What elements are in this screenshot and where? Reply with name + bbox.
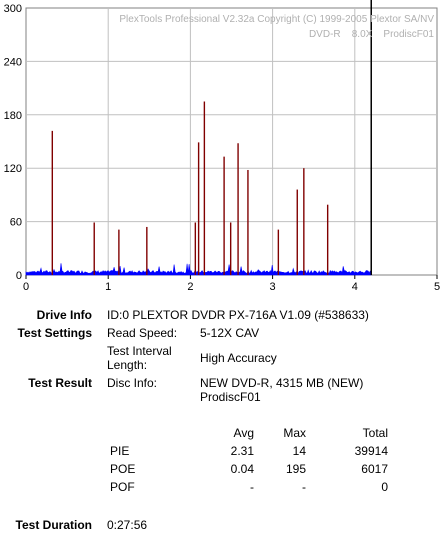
disc-info-key: Disc Info: [107,376,158,390]
stats-row-max: 195 [285,462,306,476]
stats-row-total: 0 [381,480,388,494]
y-tick-label: 300 [4,3,22,15]
read-speed-key: Read Speed: [107,326,178,340]
stats-row-avg: 2.31 [230,444,254,458]
test-interval-value: High Accuracy [200,351,277,365]
drive-info-value: ID:0 PLEXTOR DVDR PX-716A V1.09 (#538633… [107,308,369,322]
stats-header-total: Total [362,426,388,440]
test-interval-key-line1: Test Interval [107,344,172,358]
stats-row-name: PIE [110,444,130,458]
y-tick-label: 120 [4,163,22,175]
test-duration-value: 0:27:56 [107,518,148,532]
plot-background [25,7,438,276]
test-result-label: Test Result [28,376,92,390]
x-tick-label: 4 [352,281,358,293]
y-tick-label: 60 [10,217,22,229]
x-tick-label: 5 [434,281,440,293]
stats-row-avg: 0.04 [230,462,254,476]
disc-info-value-line2: ProdiscF01 [200,390,261,404]
error-chart: 0 60 120 180 240 300 0 1 2 3 4 5 PlexTools Profess… [4,0,440,293]
x-tick-label: 0 [23,281,29,293]
test-duration-label: Test Duration [15,518,92,532]
stats-row-total: 39914 [354,444,388,458]
y-axis-labels: 0 60 120 180 240 300 [4,3,22,282]
stats-header-max: Max [283,426,306,440]
disc-info-value-line1: NEW DVD-R, 4315 MB (NEW) [200,376,364,390]
x-tick-label: 3 [270,281,276,293]
watermark-line-1: PlexTools Professional V2.32a Copyright … [119,14,434,25]
stats-row-total: 6017 [361,462,388,476]
drive-info-label: Drive Info [36,308,92,322]
po-series [51,101,329,275]
x-axis-labels: 0 1 2 3 4 5 [23,281,440,293]
watermark-line-2: DVD-R 8.0X ProdiscF01 [309,29,434,40]
x-tick-label: 2 [187,281,193,293]
stats-row-max: - [302,480,306,494]
test-settings-label: Test Settings [17,326,92,340]
y-tick-label: 240 [4,56,22,68]
stats-row-avg: - [250,480,254,494]
stats-row-name: POE [110,462,136,476]
y-tick-label: 0 [16,270,22,282]
grid-lines [25,8,438,279]
stats-header-avg: Avg [233,426,254,440]
x-tick-label: 1 [105,281,111,293]
read-speed-value: 5-12X CAV [200,326,260,340]
stats-row-name: POF [110,480,135,494]
test-interval-key-line2: Length: [107,358,148,372]
stats-row-max: 14 [292,444,306,458]
y-tick-label: 180 [4,110,22,122]
